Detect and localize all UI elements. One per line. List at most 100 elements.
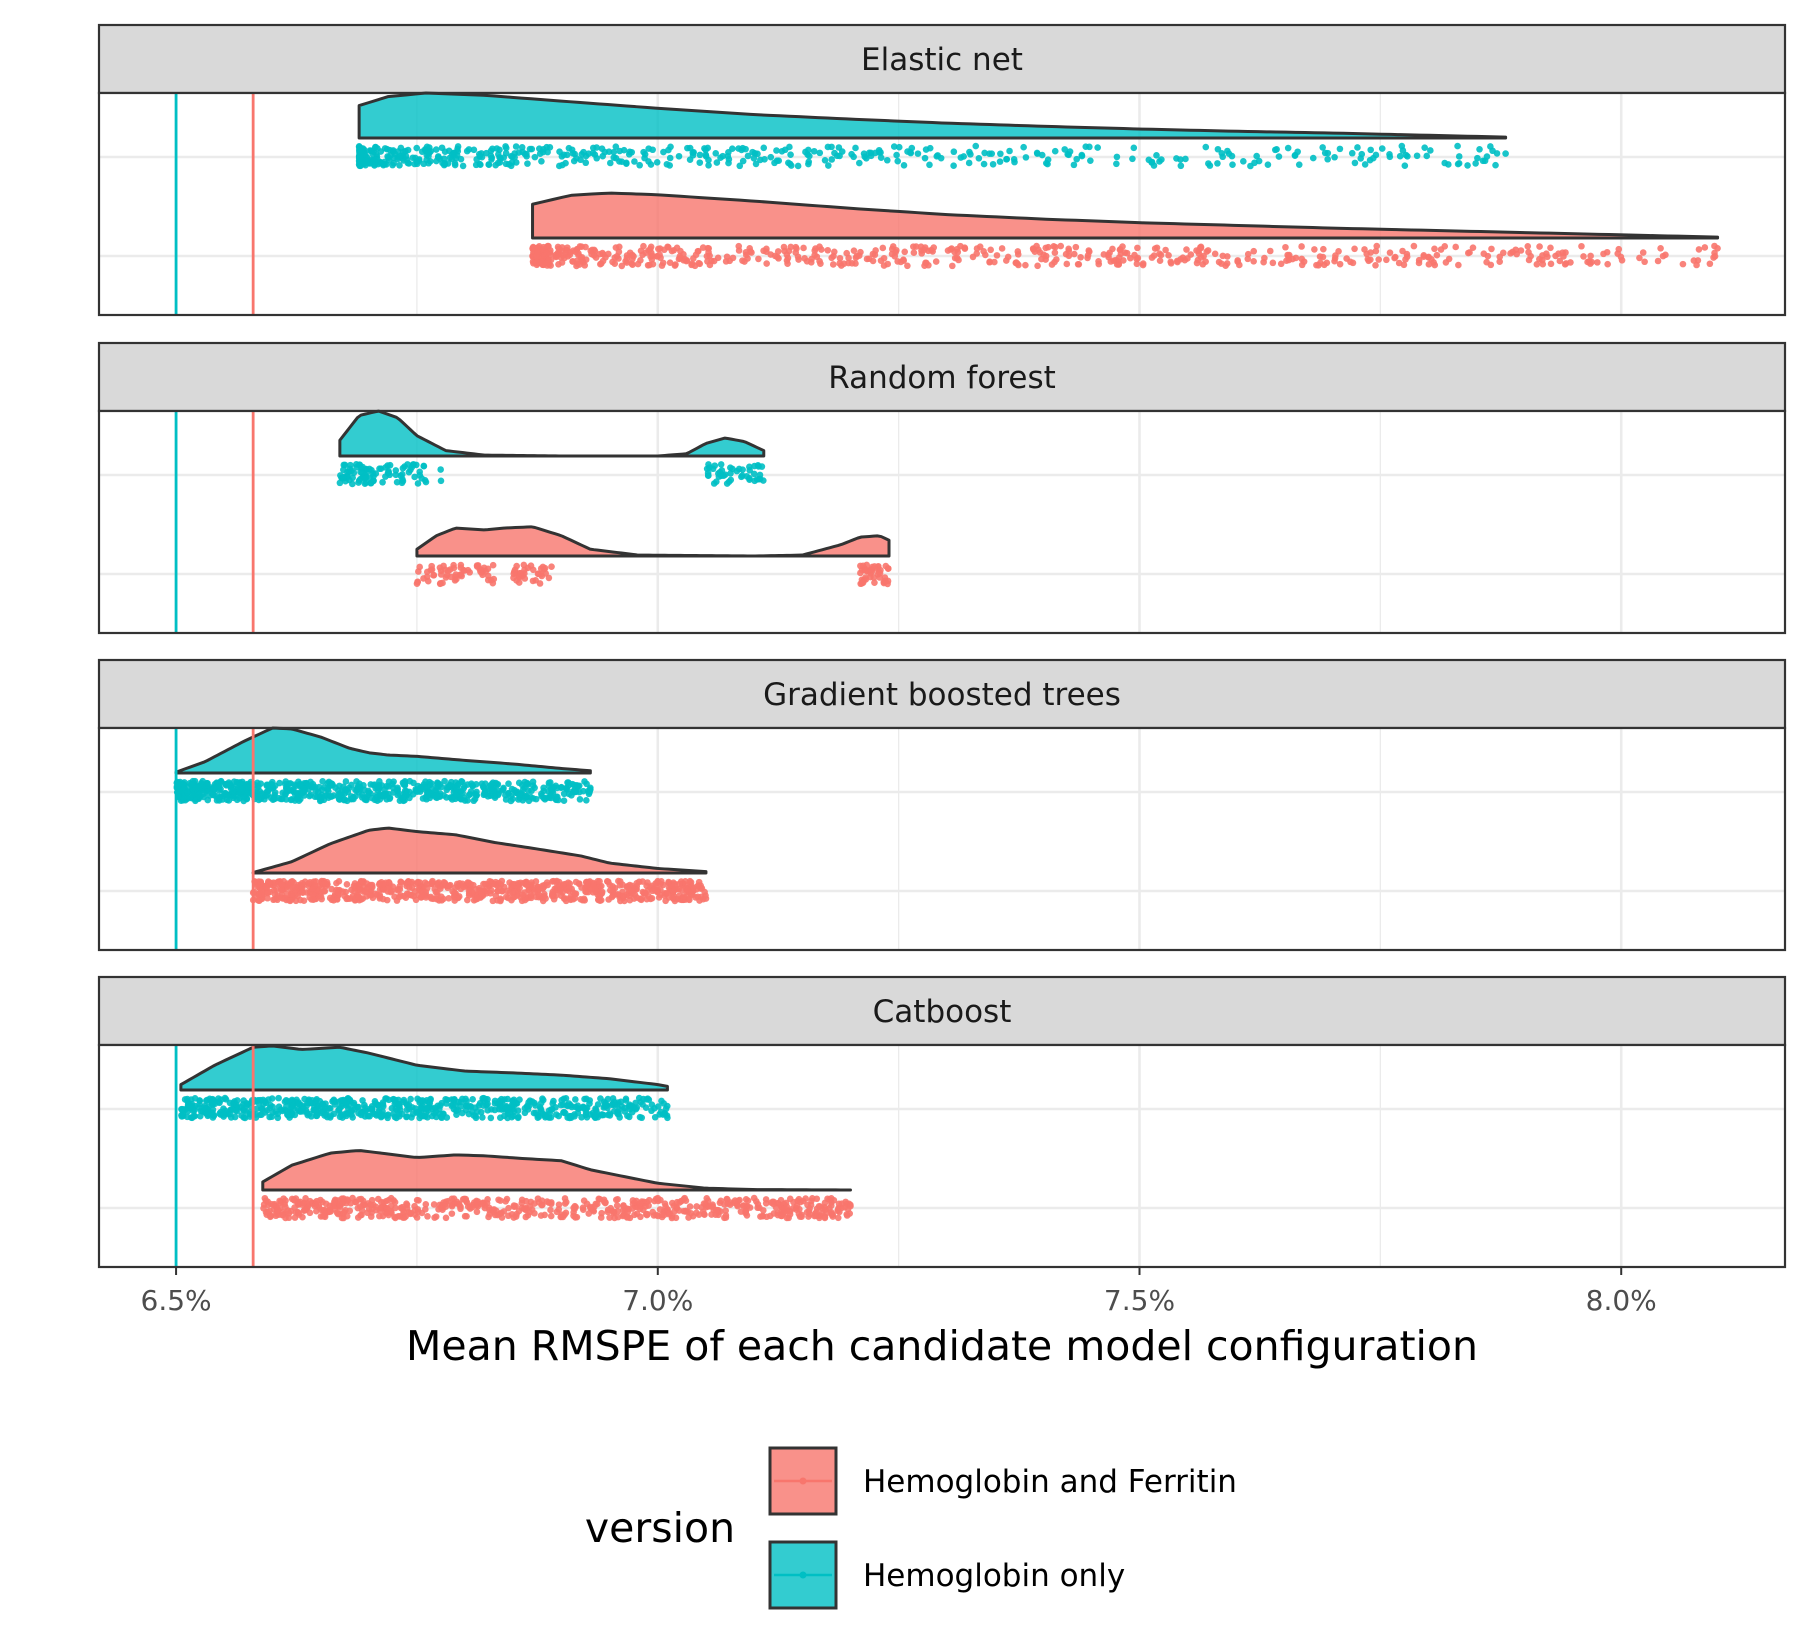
- data-point: [494, 791, 502, 799]
- data-point: [465, 791, 473, 799]
- data-point: [1455, 261, 1462, 269]
- x-tick-label: 7.0%: [622, 1284, 693, 1317]
- data-point: [477, 1108, 485, 1116]
- data-point: [1706, 260, 1714, 268]
- data-point: [450, 564, 458, 572]
- data-point: [326, 1114, 334, 1121]
- data-point: [744, 152, 752, 160]
- data-point: [1284, 251, 1291, 259]
- data-point: [862, 567, 869, 574]
- data-point: [518, 1196, 526, 1204]
- data-point: [481, 790, 488, 797]
- data-point: [1547, 260, 1555, 268]
- data-point: [392, 471, 400, 479]
- data-point: [705, 162, 712, 169]
- data-point: [735, 465, 743, 473]
- data-point: [1636, 254, 1643, 262]
- data-point: [560, 151, 568, 159]
- data-point: [442, 1203, 450, 1210]
- data-point: [556, 162, 563, 170]
- data-point: [424, 1213, 431, 1220]
- data-point: [472, 1114, 480, 1122]
- data-point: [975, 155, 983, 162]
- data-point: [559, 1213, 567, 1221]
- facet-strip: [97, 341, 1787, 413]
- data-point: [282, 1197, 289, 1204]
- data-point: [666, 259, 674, 266]
- data-point: [273, 1207, 281, 1214]
- data-point: [450, 1200, 457, 1208]
- legend-key-point-hemoglobin-only: [799, 1571, 807, 1579]
- data-point: [299, 884, 306, 892]
- data-point: [750, 1194, 758, 1202]
- data-point: [541, 1211, 548, 1219]
- data-point: [512, 159, 520, 166]
- data-point: [1065, 245, 1072, 253]
- data-point: [422, 1201, 430, 1208]
- data-point: [233, 781, 241, 788]
- data-point: [671, 262, 679, 269]
- data-point: [643, 1211, 651, 1219]
- data-point: [472, 780, 480, 788]
- data-point: [579, 1204, 587, 1211]
- data-point: [256, 1096, 264, 1104]
- data-point: [957, 154, 965, 161]
- data-point: [969, 253, 977, 261]
- data-point: [291, 1197, 298, 1204]
- data-point: [760, 247, 767, 255]
- data-point: [1034, 246, 1042, 253]
- data-point: [1240, 158, 1247, 165]
- data-point: [438, 144, 446, 152]
- data-point: [555, 245, 563, 253]
- data-point: [510, 888, 518, 895]
- data-point: [1131, 251, 1138, 259]
- data-point: [379, 880, 387, 888]
- data-point: [652, 880, 659, 887]
- data-point: [571, 890, 579, 898]
- data-point: [641, 889, 648, 897]
- data-point: [1053, 256, 1060, 263]
- data-point: [922, 146, 930, 153]
- data-point: [611, 891, 618, 898]
- data-point: [877, 149, 884, 156]
- data-point: [336, 782, 343, 790]
- data-point: [610, 154, 618, 161]
- data-point: [372, 791, 380, 799]
- data-point: [640, 242, 647, 250]
- data-point: [437, 893, 445, 900]
- data-point: [549, 888, 556, 896]
- data-point: [1321, 149, 1329, 157]
- data-point: [773, 147, 780, 154]
- data-point: [1211, 250, 1219, 258]
- data-point: [1219, 252, 1227, 260]
- data-point: [538, 258, 546, 266]
- data-point: [1399, 247, 1406, 255]
- data-point: [279, 1211, 286, 1219]
- data-point: [313, 1197, 321, 1205]
- data-point: [705, 472, 712, 479]
- data-point: [1433, 251, 1441, 259]
- data-point: [713, 1207, 720, 1214]
- data-point: [620, 892, 627, 900]
- data-point: [848, 150, 855, 158]
- legend: version Hemoglobin and Ferritin Hemoglob…: [585, 1446, 1237, 1610]
- data-point: [451, 160, 459, 167]
- data-point: [616, 243, 623, 251]
- data-point: [500, 1112, 508, 1120]
- data-point: [527, 562, 535, 569]
- data-point: [354, 881, 362, 889]
- data-point: [478, 1200, 486, 1208]
- data-point: [686, 156, 694, 163]
- data-point: [780, 1200, 788, 1208]
- data-point: [641, 154, 648, 162]
- data-point: [502, 144, 510, 152]
- data-point: [635, 878, 643, 886]
- data-point: [587, 1204, 594, 1212]
- data-point: [335, 790, 343, 798]
- data-point: [1277, 260, 1285, 268]
- data-point: [852, 144, 859, 152]
- data-point: [335, 878, 343, 885]
- data-point: [717, 461, 725, 468]
- data-point: [300, 897, 308, 904]
